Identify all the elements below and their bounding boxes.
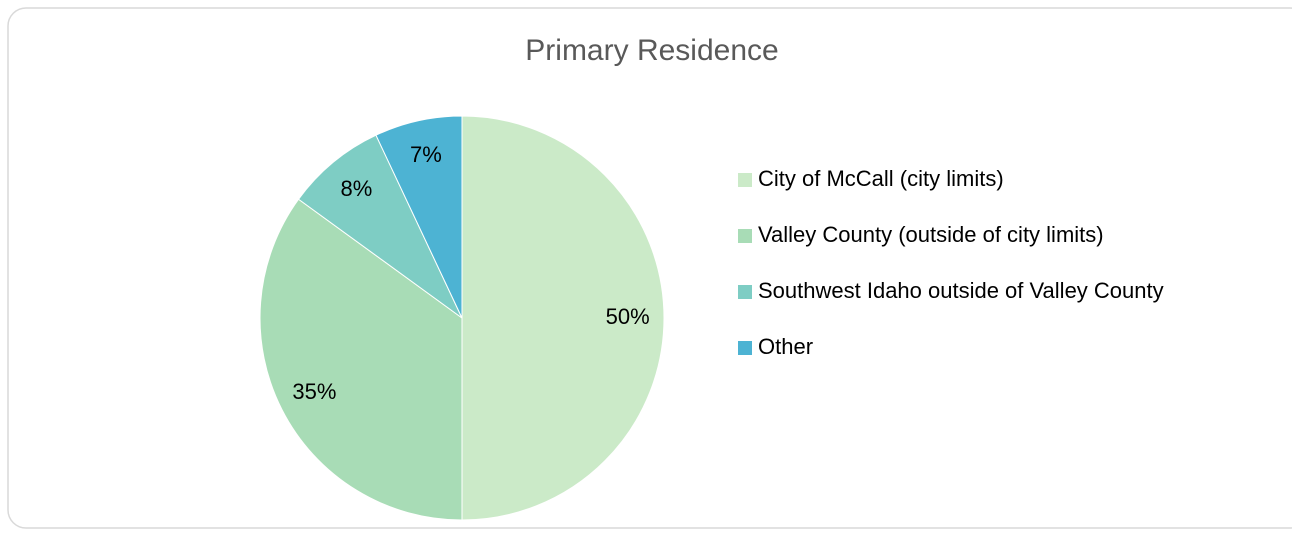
- pie-slice: [375, 115, 463, 319]
- legend-swatch: [738, 229, 752, 243]
- pie-slice: [297, 134, 463, 319]
- pie-slice: [259, 198, 463, 521]
- legend-label: City of McCall (city limits): [758, 166, 1004, 191]
- legend-swatch: [738, 285, 752, 299]
- data-label: 35%: [292, 379, 336, 404]
- pie-slice: [461, 115, 665, 521]
- legend-swatch: [738, 173, 752, 187]
- legend-label: Southwest Idaho outside of Valley County: [758, 278, 1164, 303]
- legend-label: Other: [758, 334, 813, 359]
- data-label: 8%: [341, 176, 373, 201]
- legend-swatch: [738, 341, 752, 355]
- data-label: 50%: [606, 304, 650, 329]
- data-label: 7%: [410, 142, 442, 167]
- legend-label: Valley County (outside of city limits): [758, 222, 1104, 247]
- chart-title: Primary Residence: [525, 34, 778, 67]
